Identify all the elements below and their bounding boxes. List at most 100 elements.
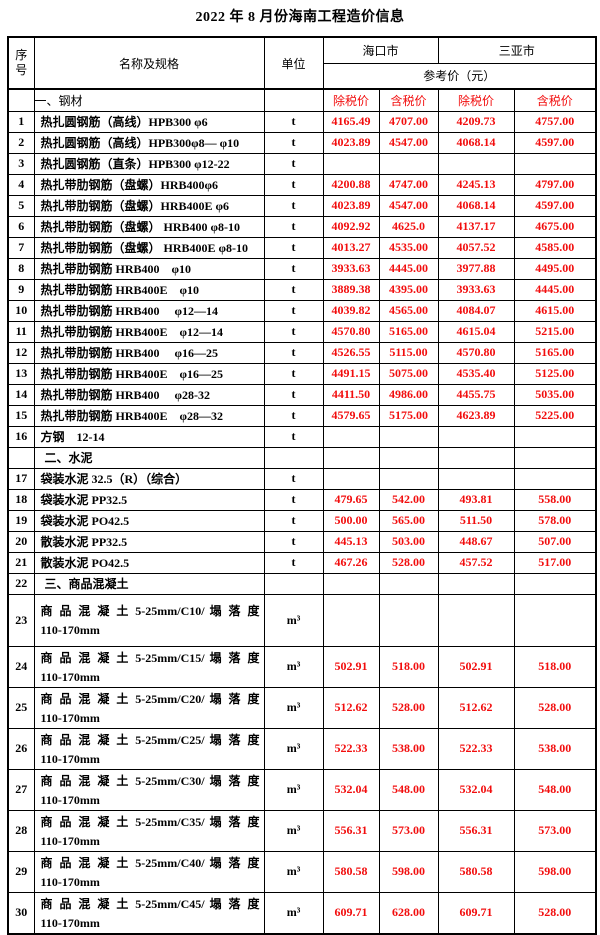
price-value: 4084.07	[437, 299, 515, 322]
price-value	[322, 152, 380, 175]
empty-cell	[263, 88, 324, 112]
price-value	[437, 446, 515, 469]
item-name-line1: 商 品 混 凝 土 5-25mm/C40/ 塌 落 度	[40, 855, 260, 870]
price-value: 538.00	[378, 727, 439, 770]
item-name: 热扎带肋钢筋 HRB400 φ10	[33, 257, 265, 280]
price-value: 522.33	[322, 727, 380, 770]
unit-value: t	[263, 362, 324, 385]
price-value: 4023.89	[322, 131, 380, 154]
table-row: 20 散装水泥 PP32.5 t 445.13 503.00 448.67 507.00	[7, 530, 597, 553]
item-name: 热扎带肋钢筋（盘螺）HRB400E φ6	[33, 194, 265, 217]
row-number: 8	[7, 257, 35, 280]
price-value: 4445.00	[378, 257, 439, 280]
table-row: 14 热扎带肋钢筋 HRB400 φ28-32 t 4411.50 4986.00 445…	[7, 383, 597, 406]
table-row: 26 商 品 混 凝 土 5-25mm/C25/ 塌 落 度 110-170mm m³…	[7, 727, 597, 770]
table-row: 24 商 品 混 凝 土 5-25mm/C15/ 塌 落 度 110-170mm m³…	[7, 645, 597, 688]
price-value	[378, 446, 439, 469]
price-value: 5075.00	[378, 362, 439, 385]
unit-value: t	[263, 215, 324, 238]
item-name: 热扎带肋钢筋 HRB400 φ28-32	[33, 383, 265, 406]
unit-value: m³	[263, 645, 324, 688]
price-value: 4623.89	[437, 404, 515, 427]
price-value: 573.00	[378, 809, 439, 852]
item-name-line2: 110-170mm	[40, 623, 100, 637]
row-number: 10	[7, 299, 35, 322]
price-value: 479.65	[322, 488, 380, 511]
price-value	[322, 425, 380, 448]
price-value: 4526.55	[322, 341, 380, 364]
price-value: 507.00	[513, 530, 597, 553]
price-value: 3933.63	[437, 278, 515, 301]
item-name: 散装水泥 PO42.5	[33, 551, 265, 574]
unit-value: t	[263, 341, 324, 364]
price-value: 4495.00	[513, 257, 597, 280]
item-name: 热扎带肋钢筋 HRB400 φ12—14	[33, 299, 265, 322]
table-row: 10 热扎带肋钢筋 HRB400 φ12—14 t 4039.82 4565.00 408…	[7, 299, 597, 322]
price-value	[378, 467, 439, 490]
column-header-excl-tax-haikou: 除税价	[322, 88, 380, 112]
row-number: 13	[7, 362, 35, 385]
table-row: 23 商 品 混 凝 土 5-25mm/C10/ 塌 落 度 110-170mm m³	[7, 593, 597, 647]
column-header-unit: 单位	[263, 36, 324, 90]
price-value	[322, 593, 380, 647]
page-title: 2022 年 8 月份海南工程造价信息	[195, 10, 405, 25]
unit-value: t	[263, 278, 324, 301]
unit-value: m³	[263, 727, 324, 770]
column-header-number: 序号	[7, 36, 35, 90]
price-value: 4137.17	[437, 215, 515, 238]
unit-value: m³	[263, 809, 324, 852]
table-row: 21 散装水泥 PO42.5 t 467.26 528.00 457.52 517.00	[7, 551, 597, 574]
price-value: 556.31	[437, 809, 515, 852]
item-name-line2: 110-170mm	[40, 710, 100, 725]
row-number: 4	[7, 173, 35, 196]
table-row: 2 热扎圆钢筋（高线）HPB300φ8— φ10 t 4023.89 4547.00 40…	[7, 131, 597, 154]
column-header-number-label: 序号	[15, 48, 28, 77]
price-value: 528.00	[513, 686, 597, 729]
unit-value: t	[263, 173, 324, 196]
price-value: 4245.13	[437, 173, 515, 196]
item-name: 热扎带肋钢筋 HRB400E φ12—14	[33, 320, 265, 343]
price-value	[513, 593, 597, 647]
price-value	[378, 572, 439, 595]
item-name-line2: 110-170mm	[40, 833, 100, 848]
price-value: 565.00	[378, 509, 439, 532]
item-name: 商 品 混 凝 土 5-25mm/C30/ 塌 落 度 110-170mm	[33, 768, 265, 811]
row-number: 22	[7, 572, 35, 595]
section-label: 二、水泥	[33, 446, 265, 469]
price-value	[513, 152, 597, 175]
price-value	[437, 467, 515, 490]
table-row: 8 热扎带肋钢筋 HRB400 φ10 t 3933.63 4445.00 3977.88…	[7, 257, 597, 280]
item-name: 热扎圆钢筋（高线）HPB300 φ6	[33, 110, 265, 133]
column-header-incl-tax-sanya: 含税价	[513, 88, 597, 112]
price-value: 448.67	[437, 530, 515, 553]
table-row: 7 热扎带肋钢筋（盘螺） HRB400E φ8-10 t 4013.27 4535.00…	[7, 236, 597, 259]
price-value: 4757.00	[513, 110, 597, 133]
row-number: 6	[7, 215, 35, 238]
price-value	[378, 425, 439, 448]
price-value	[322, 572, 380, 595]
price-value: 5165.00	[513, 341, 597, 364]
price-value: 4597.00	[513, 194, 597, 217]
row-number: 1	[7, 110, 35, 133]
unit-value: t	[263, 404, 324, 427]
unit-value: t	[263, 236, 324, 259]
price-table: 序号 名称及规格 单位 海口市 三亚市 参考价（元） 一、钢材 除税价 含税价 …	[7, 36, 598, 935]
row-number: 19	[7, 509, 35, 532]
item-name: 热扎带肋钢筋 HRB400E φ28—32	[33, 404, 265, 427]
price-value: 500.00	[322, 509, 380, 532]
item-name-line1: 商 品 混 凝 土 5-25mm/C45/ 塌 落 度	[40, 896, 260, 911]
table-row: 二、水泥	[7, 446, 597, 469]
price-value: 4747.00	[378, 173, 439, 196]
price-value: 5175.00	[378, 404, 439, 427]
price-value	[378, 593, 439, 647]
item-name: 商 品 混 凝 土 5-25mm/C40/ 塌 落 度 110-170mm	[33, 850, 265, 893]
unit-value: t	[263, 320, 324, 343]
price-value: 5035.00	[513, 383, 597, 406]
price-value: 573.00	[513, 809, 597, 852]
price-value: 598.00	[513, 850, 597, 893]
price-value: 3977.88	[437, 257, 515, 280]
item-name-line1: 商 品 混 凝 土 5-25mm/C30/ 塌 落 度	[40, 773, 260, 788]
price-value: 512.62	[322, 686, 380, 729]
section-label: 三、商品混凝土	[33, 572, 265, 595]
price-value: 4445.00	[513, 278, 597, 301]
